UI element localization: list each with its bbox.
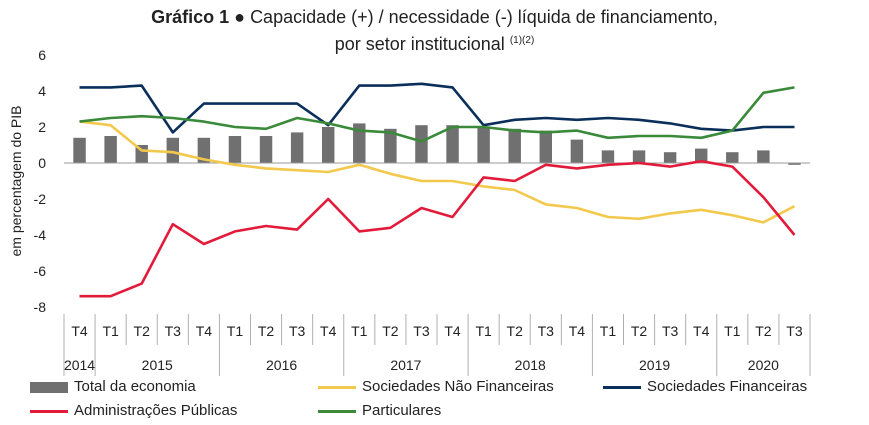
x-tick-label: T1 (351, 323, 368, 339)
x-tick-label: T2 (755, 323, 772, 339)
y-tick-label: 6 (38, 47, 46, 63)
x-tick-label: T4 (196, 323, 213, 339)
x-tick-label: T4 (693, 323, 710, 339)
x-tick-label: T1 (475, 323, 492, 339)
bar (197, 137, 211, 163)
x-year-label: 2019 (639, 357, 670, 373)
x-tick-label: T2 (631, 323, 648, 339)
line-series (79, 159, 796, 298)
bar (353, 123, 366, 163)
x-tick-label: T4 (71, 323, 88, 339)
x-year-label: 2017 (390, 357, 421, 373)
x-tick-label: T2 (134, 323, 151, 339)
x-tick-label: T3 (413, 323, 430, 339)
x-tick-label: T2 (507, 323, 524, 339)
x-tick-label: T4 (569, 323, 586, 339)
y-axis-label: em percentagem do PIB (8, 106, 24, 257)
bar (384, 128, 397, 163)
x-tick-label: T1 (102, 323, 119, 339)
x-tick-label: T3 (165, 323, 182, 339)
bar (290, 132, 304, 163)
x-tick-label: T3 (786, 323, 803, 339)
bar (321, 127, 335, 163)
bar (601, 150, 615, 163)
chart-title-notes: (1)(2) (509, 35, 535, 46)
bar (228, 136, 242, 163)
x-year-label: 2015 (142, 357, 173, 373)
bar (508, 128, 521, 163)
x-tick-label: T3 (289, 323, 306, 339)
x-tick-label: T3 (662, 323, 679, 339)
y-tick-label: -6 (34, 263, 47, 279)
bar (415, 125, 428, 163)
chart-title-bold: Gráfico 1 ● (151, 7, 246, 27)
x-tick-label: T4 (444, 323, 461, 339)
y-tick-label: 0 (38, 155, 46, 171)
x-year-label: 2016 (266, 357, 297, 373)
bar (788, 163, 801, 165)
x-tick-label: T1 (227, 323, 244, 339)
bar (757, 150, 770, 163)
bar (166, 137, 180, 163)
x-tick-label: T2 (258, 323, 275, 339)
chart-title-line2: por setor institucional (334, 34, 505, 54)
y-tick-label: -2 (34, 191, 47, 207)
bar (663, 152, 677, 163)
y-tick-label: 4 (38, 83, 46, 99)
y-tick-label: -4 (34, 227, 47, 243)
bar (477, 127, 490, 163)
x-year-label: 2014 (64, 357, 95, 373)
bar (726, 152, 739, 163)
y-tick-label: 2 (38, 119, 46, 135)
bar (73, 137, 86, 163)
x-tick-label: T1 (600, 323, 617, 339)
line-series (79, 120, 796, 224)
x-year-label: 2020 (748, 357, 779, 373)
x-tick-label: T4 (320, 323, 337, 339)
bar (259, 136, 273, 163)
x-tick-label: T3 (538, 323, 555, 339)
line-series (79, 82, 795, 134)
y-tick-label: -8 (34, 299, 47, 315)
bar (570, 139, 584, 163)
x-tick-label: T2 (382, 323, 399, 339)
x-tick-label: T1 (724, 323, 741, 339)
bar (632, 150, 646, 163)
chart-title-line1: Capacidade (+) / necessidade (-) líquida… (250, 7, 718, 27)
bar (446, 125, 459, 163)
bar (539, 130, 553, 163)
line-series (79, 86, 795, 143)
chart-title: Gráfico 1 ● Capacidade (+) / necessidade… (0, 5, 869, 56)
bar (694, 148, 708, 163)
bar (104, 136, 117, 163)
x-year-label: 2018 (515, 357, 546, 373)
